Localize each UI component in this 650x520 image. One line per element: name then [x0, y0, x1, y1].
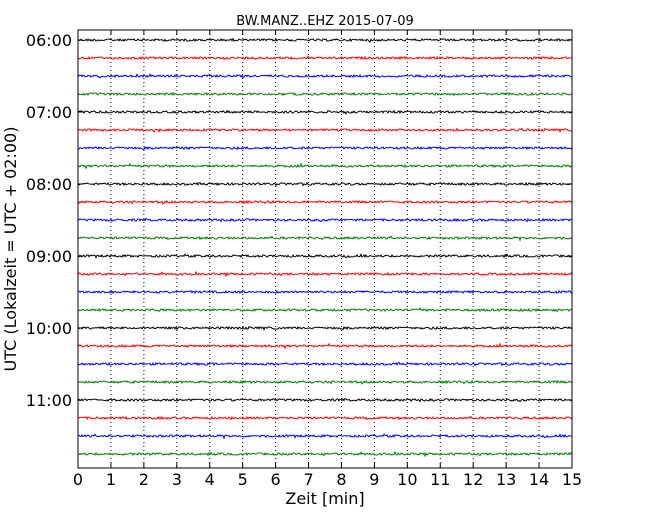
y-tick-label: 09:00	[26, 247, 72, 266]
x-tick-label: 3	[172, 470, 182, 489]
plot-frame	[77, 29, 573, 469]
trace-line	[77, 379, 573, 385]
trace-line	[77, 37, 573, 43]
y-tick-label: 11:00	[26, 391, 72, 410]
x-tick-label: 8	[336, 470, 346, 489]
trace-line	[77, 162, 573, 170]
trace-line	[77, 145, 573, 151]
trace-line	[77, 450, 573, 458]
trace-line	[77, 342, 573, 350]
x-tick-label: 4	[205, 470, 215, 489]
y-tick-label: 07:00	[26, 103, 72, 122]
trace-line	[77, 55, 573, 61]
trace-line	[77, 91, 573, 97]
trace-line	[77, 415, 573, 421]
x-tick-label: 0	[73, 470, 83, 489]
x-tick-label: 2	[139, 470, 149, 489]
trace-line	[77, 270, 573, 278]
y-tick-label: 06:00	[26, 31, 72, 50]
x-tick-label: 6	[271, 470, 281, 489]
chart-title: BW.MANZ..EHZ 2015-07-09	[236, 14, 414, 29]
x-axis-label: Zeit [min]	[285, 489, 364, 508]
trace-line	[77, 181, 573, 187]
trace-line	[77, 361, 573, 367]
x-tick-label: 15	[562, 470, 582, 489]
trace-line	[77, 235, 573, 242]
x-tick-label: 5	[238, 470, 248, 489]
trace-line	[77, 253, 573, 259]
x-tick-labels: 0 1 2 3 4 5 6 7 8 9 10 11 12 13 14 15	[73, 470, 582, 489]
trace-line	[77, 397, 573, 403]
trace-line	[77, 127, 573, 134]
x-tick-label: 11	[430, 470, 450, 489]
x-tick-label: 7	[303, 470, 313, 489]
x-tick-label: 10	[397, 470, 417, 489]
x-tick-label: 14	[529, 470, 549, 489]
y-tick-label: 08:00	[26, 175, 72, 194]
trace-line	[77, 199, 573, 205]
trace-line	[77, 433, 573, 440]
seismic-traces	[77, 37, 573, 458]
x-tick-label: 1	[106, 470, 116, 489]
trace-line	[77, 306, 573, 313]
trace-line	[77, 325, 573, 332]
y-tick-labels: 06:00 07:00 08:00 09:00 10:00 11:00	[26, 31, 72, 410]
x-tick-label: 12	[463, 470, 483, 489]
trace-line	[77, 109, 573, 115]
x-tick-label: 9	[369, 470, 379, 489]
y-axis-label: UTC (Lokalzeit = UTC + 02:00)	[1, 127, 20, 372]
trace-line	[77, 73, 573, 79]
x-tick-label: 13	[496, 470, 516, 489]
y-tick-label: 10:00	[26, 319, 72, 338]
trace-line	[77, 217, 573, 223]
trace-line	[77, 289, 573, 295]
